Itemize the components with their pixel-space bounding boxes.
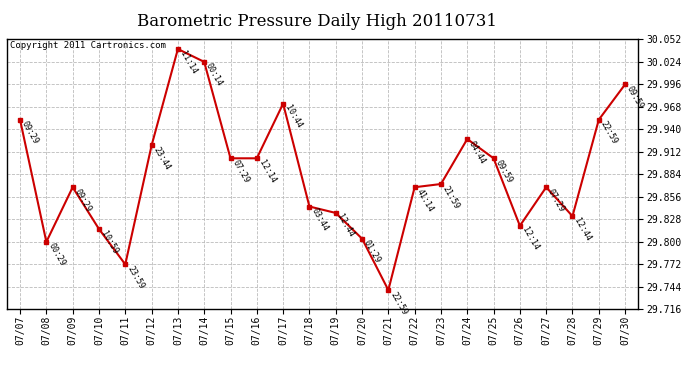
Text: 07:29: 07:29 <box>546 187 566 213</box>
Text: 00:29: 00:29 <box>46 242 67 268</box>
Text: 11:14: 11:14 <box>178 49 198 75</box>
Text: 00:14: 00:14 <box>204 62 224 88</box>
Text: 09:59: 09:59 <box>625 84 645 111</box>
Text: 12:44: 12:44 <box>336 213 356 239</box>
Text: 09:59: 09:59 <box>493 158 514 184</box>
Text: 01:29: 01:29 <box>362 238 382 265</box>
Text: 12:14: 12:14 <box>520 226 540 252</box>
Text: 12:14: 12:14 <box>257 158 277 184</box>
Text: 10:44: 10:44 <box>283 104 304 130</box>
Text: 23:59: 23:59 <box>126 264 146 291</box>
Text: 10:59: 10:59 <box>99 229 119 255</box>
Text: 12:44: 12:44 <box>573 216 593 242</box>
Text: 03:44: 03:44 <box>309 207 330 232</box>
Text: Barometric Pressure Daily High 20110731: Barometric Pressure Daily High 20110731 <box>137 13 497 30</box>
Text: 22:59: 22:59 <box>388 290 408 316</box>
Text: 21:59: 21:59 <box>441 184 461 210</box>
Text: 41:14: 41:14 <box>415 187 435 213</box>
Text: 23:44: 23:44 <box>152 146 172 172</box>
Text: 09:29: 09:29 <box>20 120 40 146</box>
Text: 07:29: 07:29 <box>230 158 250 184</box>
Text: 09:29: 09:29 <box>72 187 93 213</box>
Text: 22:59: 22:59 <box>599 120 619 146</box>
Text: Copyright 2011 Cartronics.com: Copyright 2011 Cartronics.com <box>10 41 166 50</box>
Text: 04:44: 04:44 <box>467 139 488 165</box>
